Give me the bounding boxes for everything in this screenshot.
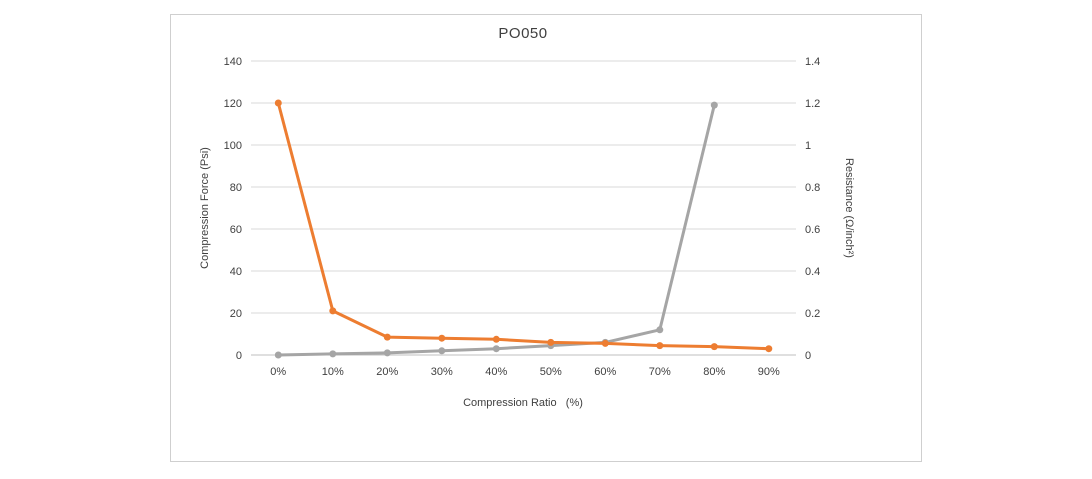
x-axis-title: Compression Ratio (%) [463, 397, 583, 409]
left-axis-tick-label: 100 [224, 140, 242, 152]
left-axis-tick-label: 40 [230, 266, 242, 278]
resistance-marker [438, 347, 446, 355]
right-axis-title: Resistance (Ω/inch²) [843, 158, 855, 258]
resistance-marker [492, 345, 500, 353]
left-axis-tick-label: 120 [224, 98, 242, 110]
x-axis-tick-label: 30% [431, 366, 453, 378]
compression-force-marker [601, 339, 609, 347]
compression-force-marker [710, 343, 718, 351]
chart-container: 0 20 40 60 80 100 120 140 0 0.2 0.4 0.6 0.8 1 1.2 1.4 0%… [170, 14, 922, 462]
compression-force-marker [656, 342, 664, 350]
right-axis-tick-label: 1.2 [805, 98, 820, 110]
x-axis-tick-label: 20% [376, 366, 398, 378]
compression-force-marker [274, 99, 282, 107]
resistance-marker [710, 101, 718, 109]
left-axis-tick-label: 140 [224, 56, 242, 68]
line-chart: 0 20 40 60 80 100 120 140 0 0.2 0.4 0.6 0.8 1 1.2 1.4 0%… [224, 56, 821, 378]
x-axis-tick-label: 90% [758, 366, 780, 378]
right-axis-tick-label: 0 [805, 350, 811, 362]
x-axis-tick-label: 80% [703, 366, 725, 378]
left-axis-title: Compression Force (Psi) [199, 147, 211, 269]
left-axis-tick-label: 80 [230, 182, 242, 194]
left-axis-tick-label: 0 [236, 350, 242, 362]
x-axis-tick-label: 70% [649, 366, 671, 378]
x-axis-tick-label: 0% [270, 366, 286, 378]
right-axis-tick-label: 1 [805, 140, 811, 152]
compression-force-marker [383, 333, 391, 341]
compression-force-marker [438, 334, 446, 342]
right-axis-tick-label: 1.4 [805, 56, 820, 68]
compression-force-marker [765, 345, 773, 353]
compression-force-marker [547, 338, 555, 346]
x-axis-tick-label: 40% [485, 366, 507, 378]
x-axis-tick-label: 50% [540, 366, 562, 378]
compression-force-marker [492, 335, 500, 343]
right-axis-tick-label: 0.4 [805, 266, 820, 278]
left-axis-tick-label: 20 [230, 308, 242, 320]
right-axis-tick-label: 0.6 [805, 224, 820, 236]
x-axis-tick-label: 10% [322, 366, 344, 378]
right-axis-tick-label: 0.8 [805, 182, 820, 194]
resistance-marker [274, 351, 282, 359]
resistance-marker [329, 350, 337, 358]
resistance-marker [383, 349, 391, 357]
compression-force-line [276, 101, 771, 351]
compression-force-marker [329, 307, 337, 315]
x-axis-tick-label: 60% [594, 366, 616, 378]
chart-title: PO050 [498, 25, 548, 42]
left-axis-tick-label: 60 [230, 224, 242, 236]
resistance-marker [656, 326, 664, 334]
right-axis-tick-label: 0.2 [805, 308, 820, 320]
